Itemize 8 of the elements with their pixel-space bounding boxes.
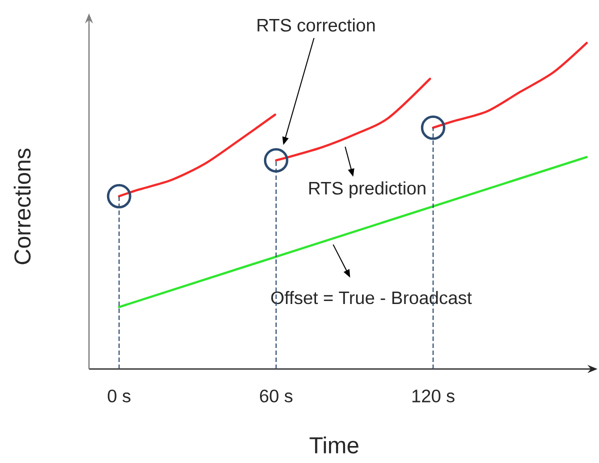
y-axis-title: Corrections — [14, 148, 31, 264]
text: RTS correction — [258, 18, 375, 32]
x-tick-label: 120 s — [412, 390, 454, 402]
x-tick-label: 60 s — [260, 390, 292, 402]
x-tick-label: 0 s — [108, 390, 130, 402]
annotation: Offset = True - Broadcast — [271, 290, 472, 304]
x-axis-title: Time — [310, 436, 358, 454]
annotation: RTS prediction — [309, 181, 426, 198]
